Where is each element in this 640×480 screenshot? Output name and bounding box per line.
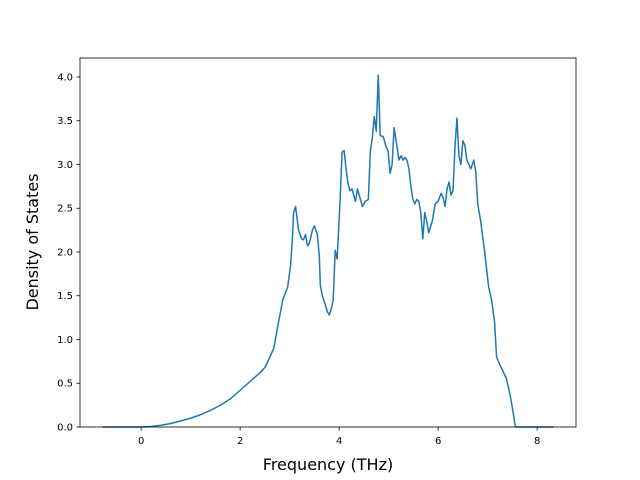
y-tick-label: 2.5 <box>57 204 73 215</box>
x-tick-label: 4 <box>336 436 342 447</box>
y-tick-label: 2.0 <box>57 247 73 258</box>
y-tick-label: 3.5 <box>57 116 73 127</box>
x-tick-label: 0 <box>138 436 144 447</box>
y-axis-label: Density of States <box>23 173 42 310</box>
line <box>102 74 554 428</box>
y-tick-label: 0.5 <box>57 379 73 390</box>
y-tick-label: 0.0 <box>57 423 73 434</box>
y-tick-label: 4.0 <box>57 72 73 83</box>
y-tick-label: 1.0 <box>57 335 73 346</box>
x-axis-label: Frequency (THz) <box>263 455 393 474</box>
y-tick-label: 3.0 <box>57 160 73 171</box>
x-tick-label: 6 <box>435 436 441 447</box>
plot-frame <box>79 57 577 428</box>
x-tick-label: 8 <box>534 436 540 447</box>
x-tick-label: 2 <box>237 436 243 447</box>
y-tick-label: 1.5 <box>57 291 73 302</box>
